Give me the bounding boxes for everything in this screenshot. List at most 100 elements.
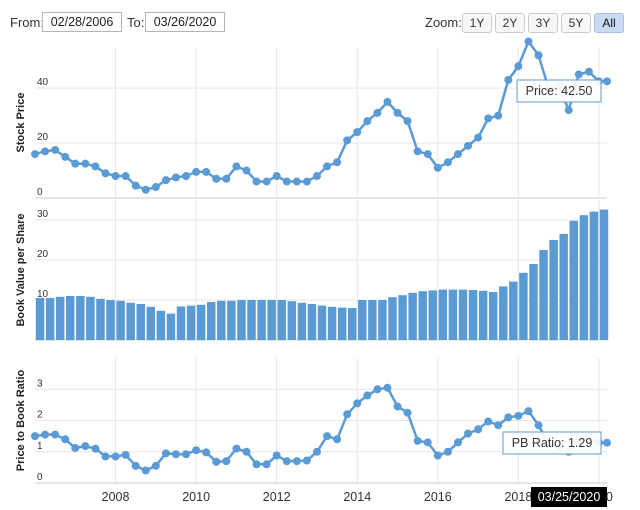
price-data-point[interactable] [343, 136, 352, 145]
pb-ratio-data-point[interactable] [81, 442, 90, 451]
pb-ratio-data-point[interactable] [212, 457, 221, 466]
pb-ratio-data-point[interactable] [41, 430, 50, 439]
pb-ratio-data-point[interactable] [423, 438, 432, 447]
pb-ratio-data-point[interactable] [252, 460, 261, 469]
zoom-3y-button[interactable]: 3Y [528, 13, 558, 33]
pb-ratio-data-point[interactable] [343, 410, 352, 419]
pb-ratio-data-point[interactable] [292, 457, 301, 466]
price-data-point[interactable] [383, 97, 392, 106]
pb-ratio-data-point[interactable] [222, 457, 231, 466]
pb-ratio-data-point[interactable] [71, 444, 80, 452]
price-data-point[interactable] [111, 172, 120, 181]
price-data-point[interactable] [474, 133, 483, 142]
price-data-point[interactable] [232, 162, 241, 171]
pb-ratio-data-point[interactable] [111, 452, 120, 461]
price-data-point[interactable] [323, 162, 332, 171]
pb-ratio-data-point[interactable] [373, 385, 382, 394]
pb-ratio-data-point[interactable] [121, 450, 130, 459]
zoom-1y-button[interactable]: 1Y [462, 13, 492, 33]
price-data-point[interactable] [524, 37, 533, 46]
pb-ratio-data-point[interactable] [151, 461, 160, 470]
zoom-all-button[interactable]: All [594, 13, 624, 33]
price-data-point[interactable] [171, 173, 180, 182]
pb-ratio-data-point[interactable] [262, 460, 271, 469]
pb-ratio-data-point[interactable] [131, 461, 140, 470]
price-data-point[interactable] [292, 177, 301, 186]
pb-ratio-data-point[interactable] [514, 411, 523, 420]
price-data-point[interactable] [242, 166, 251, 175]
pb-ratio-data-point[interactable] [61, 435, 70, 444]
pb-ratio-data-point[interactable] [453, 438, 462, 447]
pb-ratio-data-point[interactable] [603, 438, 611, 447]
pb-ratio-data-point[interactable] [302, 456, 311, 465]
price-data-point[interactable] [584, 67, 593, 76]
pb-ratio-data-point[interactable] [182, 450, 191, 459]
pb-ratio-data-point[interactable] [31, 432, 39, 441]
price-data-point[interactable] [161, 176, 170, 185]
price-data-point[interactable] [61, 152, 70, 161]
price-data-point[interactable] [282, 177, 291, 186]
price-data-point[interactable] [504, 75, 513, 84]
price-data-point[interactable] [71, 159, 80, 168]
pb-ratio-data-point[interactable] [91, 444, 100, 453]
price-data-point[interactable] [131, 181, 140, 190]
price-data-point[interactable] [151, 183, 160, 192]
zoom-2y-button[interactable]: 2Y [495, 13, 525, 33]
from-date-input[interactable]: 02/28/2006 [42, 12, 122, 32]
pb-ratio-data-point[interactable] [202, 448, 211, 457]
price-data-point[interactable] [81, 159, 90, 168]
pb-ratio-data-point[interactable] [464, 429, 473, 438]
pb-ratio-data-point[interactable] [494, 421, 503, 430]
price-data-point[interactable] [464, 141, 473, 150]
price-data-point[interactable] [564, 106, 573, 115]
pb-ratio-data-point[interactable] [101, 452, 110, 461]
price-data-point[interactable] [373, 108, 382, 117]
pb-ratio-data-point[interactable] [192, 446, 201, 455]
pb-ratio-data-point[interactable] [383, 383, 392, 392]
to-date-input[interactable]: 03/26/2020 [145, 12, 225, 32]
price-data-point[interactable] [453, 150, 462, 159]
price-data-point[interactable] [141, 185, 150, 194]
pb-ratio-data-point[interactable] [171, 450, 180, 459]
price-data-point[interactable] [494, 111, 503, 120]
price-data-point[interactable] [222, 174, 231, 183]
price-data-point[interactable] [423, 150, 432, 159]
pb-ratio-data-point[interactable] [232, 444, 241, 453]
pb-ratio-data-point[interactable] [323, 432, 332, 441]
price-data-point[interactable] [182, 172, 191, 181]
pb-ratio-data-point[interactable] [403, 408, 412, 417]
price-data-point[interactable] [574, 70, 583, 79]
pb-ratio-data-point[interactable] [413, 436, 422, 445]
price-data-point[interactable] [403, 117, 412, 126]
pb-ratio-data-point[interactable] [443, 447, 452, 456]
price-data-point[interactable] [393, 108, 402, 117]
price-data-point[interactable] [603, 77, 611, 86]
price-data-point[interactable] [272, 172, 281, 181]
price-data-point[interactable] [433, 163, 442, 172]
pb-ratio-data-point[interactable] [282, 457, 291, 466]
pb-ratio-data-point[interactable] [534, 421, 543, 430]
price-data-point[interactable] [443, 158, 452, 167]
pb-ratio-data-point[interactable] [141, 466, 150, 475]
price-data-point[interactable] [41, 147, 50, 156]
price-data-point[interactable] [252, 177, 261, 186]
pb-ratio-data-point[interactable] [524, 407, 533, 416]
pb-ratio-data-point[interactable] [393, 402, 402, 411]
price-data-point[interactable] [363, 117, 372, 126]
price-data-point[interactable] [121, 172, 130, 181]
zoom-5y-button[interactable]: 5Y [561, 13, 591, 33]
price-data-point[interactable] [202, 167, 211, 176]
pb-ratio-data-point[interactable] [433, 451, 442, 460]
price-data-point[interactable] [101, 169, 110, 178]
price-data-point[interactable] [514, 62, 523, 71]
price-data-point[interactable] [51, 145, 60, 154]
pb-ratio-data-point[interactable] [504, 413, 513, 422]
pb-ratio-data-point[interactable] [363, 391, 372, 400]
price-data-point[interactable] [413, 147, 422, 156]
price-data-point[interactable] [192, 167, 201, 176]
price-data-point[interactable] [212, 174, 221, 183]
price-data-point[interactable] [262, 177, 271, 186]
price-data-point[interactable] [353, 128, 362, 137]
pb-ratio-data-point[interactable] [312, 447, 321, 456]
pb-ratio-data-point[interactable] [333, 435, 342, 444]
